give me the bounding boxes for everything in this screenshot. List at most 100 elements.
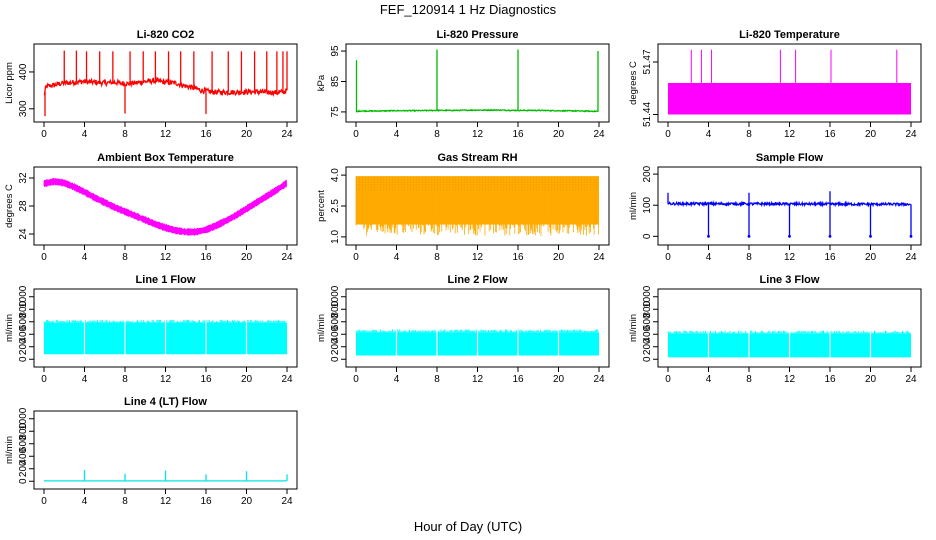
y-tick-label: 400 (642, 325, 653, 342)
y-axis-label: ml/min (4, 436, 15, 464)
x-tick-label: 12 (160, 129, 172, 140)
x-tick-label: 12 (784, 129, 796, 140)
y-tick-label: 0 (330, 356, 341, 362)
x-tick-label: 12 (160, 252, 172, 263)
x-tick-label: 24 (281, 496, 293, 507)
x-tick-label: 4 (82, 374, 88, 385)
panel-licor-temp: Li-820 Temperature 0 4 8 12 16 20 24 51.44 51.47d… (628, 29, 922, 140)
x-tick-label: 24 (281, 129, 293, 140)
x-tick-label: 24 (281, 374, 293, 385)
x-tick-label: 24 (905, 129, 917, 140)
data-marks (43, 177, 287, 237)
data-marks (355, 176, 599, 236)
y-tick-label: 300 (18, 100, 29, 117)
y-tick-label: 600 (18, 435, 29, 452)
x-tick-label: 12 (784, 252, 796, 263)
panel-title: Line 2 Flow (448, 274, 508, 286)
y-tick-label: 0 (18, 478, 29, 484)
y-tick-label: 28 (18, 200, 29, 212)
dip-point (869, 234, 872, 238)
x-tick-label: 0 (353, 374, 359, 385)
panel-title: Li-820 Temperature (739, 29, 840, 41)
y-tick-label: 600 (18, 313, 29, 330)
panel-box-temp: Ambient Box Temperature 0 4 8 12 16 20 24 24 28 32… (4, 152, 298, 263)
x-tick-label: 12 (160, 374, 172, 385)
y-tick-label: 1000 (330, 285, 341, 308)
y-tick-label: 1000 (18, 285, 29, 308)
y-axis-label: degrees C (628, 61, 639, 105)
x-tick-label: 8 (434, 374, 440, 385)
data-marks (667, 330, 911, 358)
x-tick-label: 24 (905, 252, 917, 263)
x-tick-label: 12 (472, 252, 484, 263)
series-line (356, 108, 599, 113)
y-tick-label: 600 (642, 313, 653, 330)
x-tick-label: 4 (394, 252, 400, 263)
y-tick-label: 85 (330, 75, 341, 87)
dip-point (909, 234, 913, 238)
x-tick-label: 16 (824, 374, 836, 385)
x-tick-label: 24 (281, 252, 293, 263)
x-tick-label: 0 (41, 252, 47, 263)
dip-point (788, 234, 791, 238)
x-tick-label: 0 (41, 129, 47, 140)
y-tick-label: 400 (18, 63, 29, 80)
y-tick-label: 24 (18, 228, 29, 240)
x-tick-label: 0 (665, 129, 671, 140)
series-line (43, 76, 288, 98)
x-tick-label: 12 (472, 374, 484, 385)
x-tick-label: 0 (41, 496, 47, 507)
x-tick-label: 16 (200, 252, 212, 263)
y-axis-label: ml/min (316, 314, 327, 342)
x-tick-label: 0 (353, 252, 359, 263)
data-marks (43, 319, 287, 355)
panel-pressure: Li-820 Pressure 0 4 8 12 16 20 24 75 85 95 kPa (316, 29, 610, 140)
panel-title: Line 1 Flow (136, 274, 196, 286)
y-tick-label: 95 (330, 45, 341, 57)
data-marks (44, 470, 288, 482)
y-tick-label: 400 (18, 325, 29, 342)
y-tick-label: 400 (330, 325, 341, 342)
figure-xlabel: Hour of Day (UTC) (414, 519, 522, 534)
x-tick-label: 4 (394, 374, 400, 385)
x-tick-label: 20 (865, 129, 877, 140)
x-tick-label: 16 (512, 252, 524, 263)
x-tick-label: 4 (706, 252, 712, 263)
x-tick-label: 20 (553, 129, 565, 140)
y-tick-label: 51.47 (642, 49, 653, 74)
y-tick-label: 800 (18, 422, 29, 439)
plot-frame (33, 166, 298, 246)
x-tick-label: 4 (82, 496, 88, 507)
x-tick-label: 12 (472, 129, 484, 140)
x-tick-label: 4 (82, 129, 88, 140)
y-axis-label: ml/min (628, 192, 639, 220)
y-tick-label: 200 (330, 338, 341, 355)
x-tick-label: 4 (394, 129, 400, 140)
y-tick-label: 100 (642, 196, 653, 213)
panel-title: Ambient Box Temperature (97, 152, 234, 164)
y-tick-label: 200 (18, 338, 29, 355)
y-tick-label: 200 (642, 338, 653, 355)
x-tick-label: 8 (122, 252, 128, 263)
x-tick-label: 0 (665, 252, 671, 263)
y-tick-label: 0 (642, 356, 653, 362)
panel-title: Sample Flow (756, 152, 824, 164)
data-marks (355, 49, 599, 113)
temperature-band (43, 177, 287, 237)
y-axis-label: ml/min (4, 314, 15, 342)
y-tick-label: 4.0 (330, 168, 341, 182)
panel-title: Line 4 (LT) Flow (124, 396, 207, 408)
x-tick-label: 20 (241, 496, 253, 507)
x-tick-label: 20 (553, 252, 565, 263)
y-tick-label: 0 (18, 356, 29, 362)
x-tick-label: 16 (200, 129, 212, 140)
y-tick-label: 2.5 (330, 199, 341, 213)
x-tick-label: 20 (865, 252, 877, 263)
y-tick-label: 800 (330, 300, 341, 317)
